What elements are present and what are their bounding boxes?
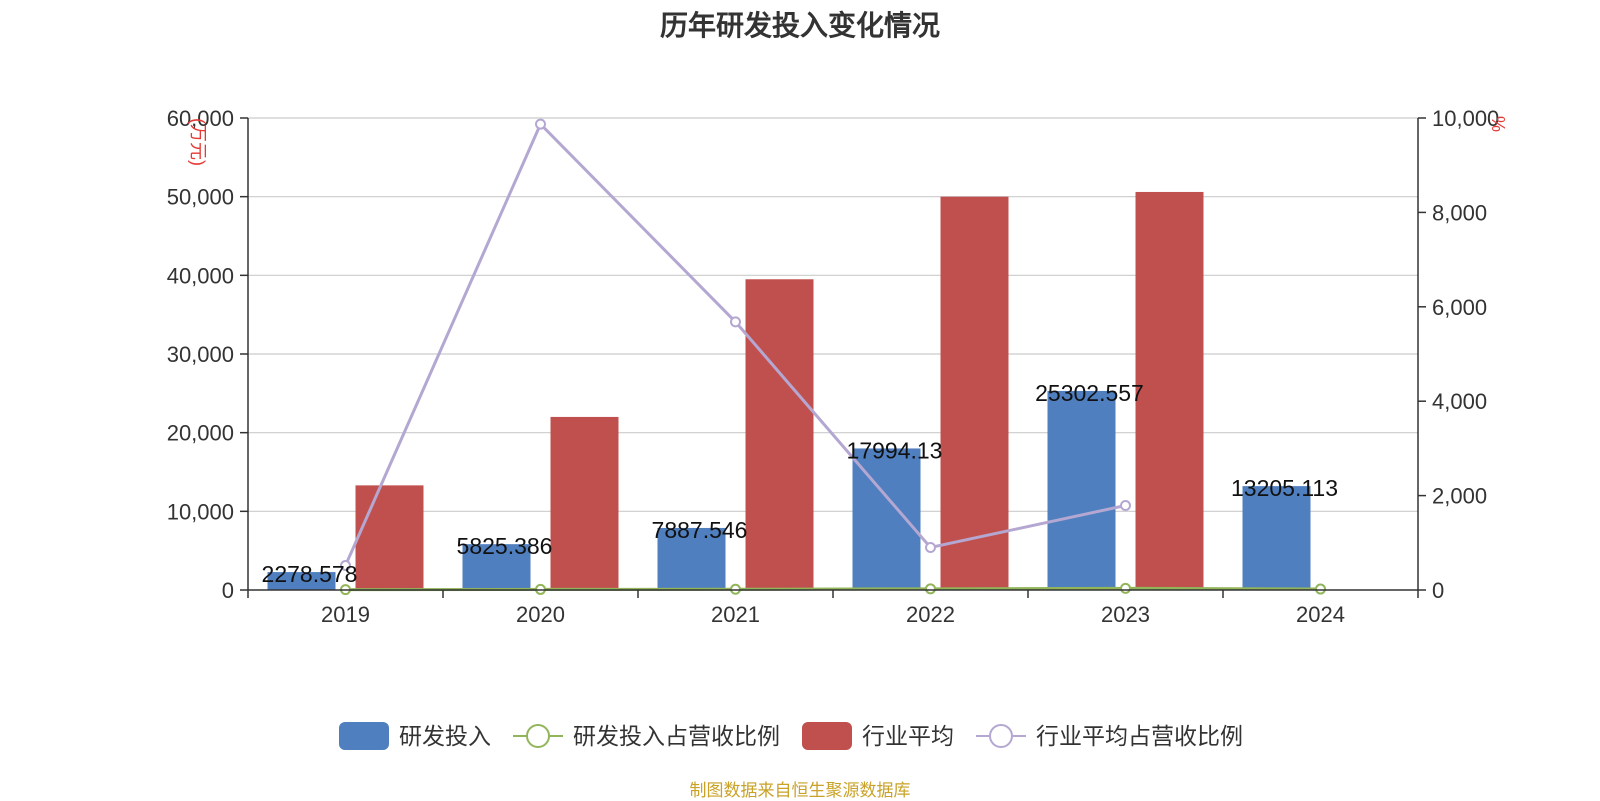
- series-point: [925, 583, 936, 595]
- y-left-tick-label: 40,000: [167, 263, 234, 288]
- y-left-tick-label: 20,000: [167, 421, 234, 446]
- legend-item-label: 行业平均占营收比例: [1036, 723, 1243, 749]
- legend-swatch-marker: [526, 724, 550, 748]
- chart-title: 历年研发投入变化情况: [659, 10, 940, 41]
- y-left-tick-label: 50,000: [167, 185, 234, 210]
- bar: [745, 279, 814, 590]
- bar-data-label: 13205.113: [1231, 475, 1338, 501]
- y-right-tick-label: 4,000: [1432, 389, 1487, 414]
- y-right-unit-label: %: [1488, 116, 1508, 132]
- bar: [550, 416, 619, 590]
- bar: [1047, 390, 1116, 590]
- y-left-tick-label: 10,000: [167, 499, 234, 524]
- series-point: [730, 316, 741, 328]
- x-tick-label: 2020: [516, 602, 565, 627]
- y-right-tick-label: 0: [1432, 578, 1444, 603]
- legend-item-label: 研发投入: [399, 723, 491, 749]
- y-right-tick-label: 8,000: [1432, 200, 1487, 225]
- series-point: [1315, 583, 1326, 595]
- legend-item-label: 行业平均: [862, 723, 954, 749]
- x-tick-label: 2022: [906, 602, 955, 627]
- y-right-tick-label: 10,000: [1432, 106, 1499, 131]
- y-right-tick-label: 2,000: [1432, 484, 1487, 509]
- data-labels-group: 2278.578 5825.386 7887.546 17994.13 25302.55…: [262, 380, 1338, 587]
- y-left-tick-label: 30,000: [167, 342, 234, 367]
- bar: [267, 572, 336, 590]
- bar: [1242, 486, 1311, 590]
- bars-group: [267, 191, 1311, 591]
- y-left-tick-label: 60,000: [167, 106, 234, 131]
- series-point: [340, 559, 351, 571]
- bar: [462, 544, 531, 590]
- x-tick-label: 2023: [1101, 602, 1150, 627]
- grid-lines: [248, 117, 1418, 512]
- bar-data-label: 2278.578: [262, 561, 358, 587]
- legend-swatch-marker: [989, 724, 1013, 748]
- y-right-tick-label: 6,000: [1432, 295, 1487, 320]
- x-tick-label: 2024: [1296, 602, 1345, 627]
- bar-data-label: 17994.13: [847, 437, 943, 463]
- x-tick-label: 2019: [321, 602, 370, 627]
- series-point: [1120, 500, 1131, 512]
- series-point: [535, 118, 546, 130]
- bar: [940, 196, 1009, 590]
- y-left-unit-label: (万元): [188, 118, 208, 166]
- legend-swatch: [339, 722, 389, 750]
- bar: [355, 485, 424, 590]
- x-tick-label: 2021: [711, 602, 760, 627]
- legend-item-label: 研发投入占营收比例: [573, 723, 780, 749]
- y-left-tick-label: 0: [222, 578, 234, 603]
- legend-swatch: [802, 722, 852, 750]
- bar-data-label: 25302.557: [1035, 380, 1144, 406]
- legend: 研发投入 研发投入占营收比例 行业平均 行业平均占营收比例: [339, 722, 1243, 750]
- bar-data-label: 5825.386: [457, 533, 553, 559]
- source-note: 制图数据来自恒生聚源数据库: [689, 781, 911, 800]
- bar: [1135, 191, 1204, 591]
- bar-data-label: 7887.546: [652, 517, 748, 543]
- series-point: [925, 542, 936, 554]
- bar: [657, 527, 726, 590]
- axes-group: 0 10,000 20,000 30,000 40,000 50,000 60,000 0 2,…: [167, 106, 1508, 627]
- series-point: [1120, 582, 1131, 594]
